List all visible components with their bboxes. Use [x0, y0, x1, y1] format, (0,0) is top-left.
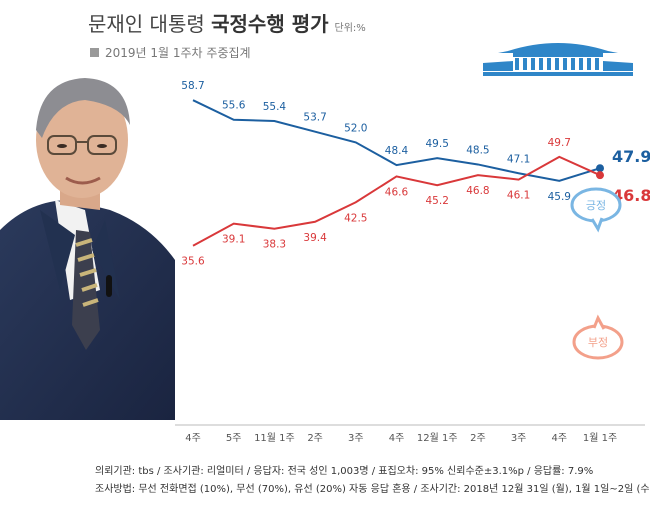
x-tick-label: 4주	[389, 433, 405, 444]
chart-subtitle: 2019년 1월 1주차 주중집계	[90, 44, 251, 61]
data-label: 46.8	[612, 186, 650, 205]
survey-info-line-1: 의뢰기관: tbs / 조사기관: 리얼미터 / 응답자: 전국 성인 1,00…	[95, 466, 594, 477]
blue-house-icon	[483, 43, 633, 76]
data-label: 58.7	[181, 80, 204, 92]
chart-title-strong: 국정수행 평가	[211, 12, 329, 36]
subtitle-text: 2019년 1월 1주차 주중집계	[105, 46, 251, 60]
x-axis-ticks: 4주 5주 11월 1주 2주 3주 4주 12월 1주 2주 3주 4주 1월 1주	[185, 432, 617, 444]
x-tick-label: 4주	[552, 433, 568, 444]
x-tick-label: 5주	[226, 433, 242, 444]
unit-label: 단위:%	[334, 23, 366, 34]
chart-title: 문재인 대통령 국정수행 평가 단위:%	[88, 8, 366, 37]
data-label: 47.9	[612, 147, 650, 166]
x-tick-label: 12월 1주	[417, 432, 458, 444]
series-layer: 58.7 55.6 55.4 53.7 52.0 48.4 49.5 48.5 47.1 45.9…	[181, 80, 650, 268]
legend-bubble-tail	[592, 314, 606, 330]
survey-info-line-2: 조사방법: 무선 전화면접 (10%), 무선 (70%), 유선 (20%) …	[95, 484, 650, 495]
series-line-disapprove	[192, 155, 601, 247]
x-tick-label: 1월 1주	[583, 432, 617, 444]
legend-label: 부정	[588, 336, 608, 349]
data-label: 39.1	[222, 234, 245, 246]
data-label: 48.4	[385, 145, 409, 157]
data-label: 52.0	[344, 122, 367, 134]
data-point	[596, 171, 604, 180]
chart-title-main: 문재인 대통령	[88, 12, 212, 36]
x-tick-label: 4주	[185, 433, 201, 444]
data-label: 55.6	[222, 100, 246, 112]
president-portrait-image	[0, 78, 175, 420]
data-label: 42.5	[344, 212, 367, 224]
data-label: 46.8	[466, 185, 489, 197]
data-label: 46.6	[385, 186, 409, 198]
plot-area	[175, 115, 645, 425]
x-tick-label: 3주	[348, 433, 364, 444]
data-label: 53.7	[303, 112, 326, 124]
series-line-approve	[192, 99, 601, 182]
data-label: 45.2	[426, 195, 449, 207]
x-tick-label: 3주	[511, 433, 527, 444]
data-label: 39.4	[303, 232, 327, 244]
data-label: 35.6	[181, 256, 205, 268]
x-tick-label: 11월 1주	[254, 432, 295, 444]
data-label: 38.3	[263, 239, 286, 251]
data-label: 47.1	[507, 153, 530, 165]
data-label: 48.5	[466, 144, 489, 156]
data-point	[596, 164, 604, 173]
data-label: 46.1	[507, 190, 530, 202]
bullet-square-icon	[90, 48, 99, 57]
x-tick-label: 2주	[307, 433, 323, 444]
data-label: 55.4	[263, 101, 287, 113]
data-label: 49.7	[548, 137, 571, 149]
legend-bubble-tail	[590, 217, 604, 233]
x-tick-label: 2주	[470, 433, 486, 444]
data-label: 45.9	[548, 191, 571, 203]
data-label: 49.5	[426, 138, 449, 150]
legend-label: 긍정	[586, 199, 606, 212]
